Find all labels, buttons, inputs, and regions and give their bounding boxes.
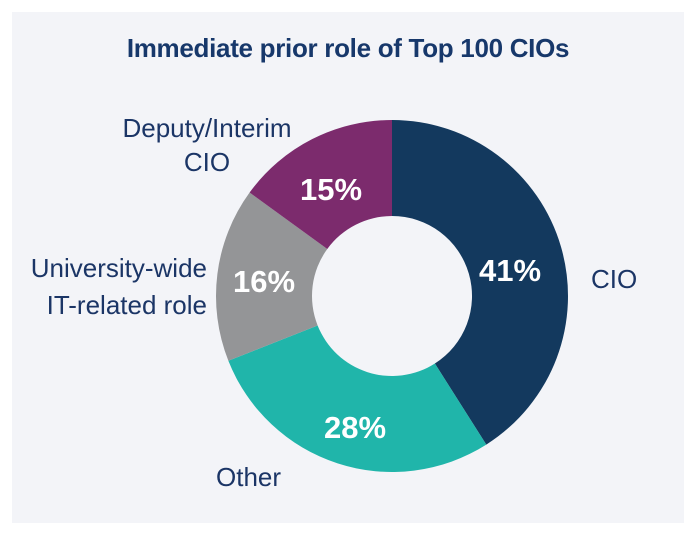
percent-label-university-wide-it-related-role: 16% xyxy=(233,264,295,299)
percent-label-other: 28% xyxy=(324,410,386,445)
label-other: Other xyxy=(216,462,282,492)
label-university-line1: University-wide xyxy=(30,253,207,283)
donut-segment-cio xyxy=(392,119,569,445)
donut-segment-university-wide-it-related-role xyxy=(215,192,328,361)
label-deputy-interim-cio: Deputy/Interim CIO xyxy=(112,111,302,179)
percent-label-cio: 41% xyxy=(479,253,541,288)
label-university-line2: IT-related role xyxy=(46,290,207,320)
donut-segment-deputy-interim-cio xyxy=(249,119,392,249)
label-university-wide-it-related-role: University-wide IT-related role xyxy=(27,250,207,324)
label-cio: CIO xyxy=(591,264,638,294)
donut-segment-other xyxy=(228,325,487,473)
label-deputy-line2: CIO xyxy=(183,147,231,177)
percent-label-deputy-interim-cio: 15% xyxy=(300,172,362,207)
chart-title: Immediate prior role of Top 100 CIOs xyxy=(126,33,570,63)
label-deputy-line1: Deputy/Interim xyxy=(122,113,292,143)
